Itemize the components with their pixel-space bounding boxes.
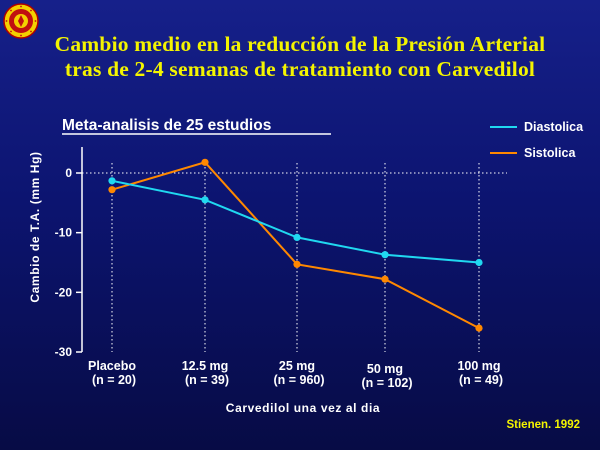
y-tick-label: -30 (55, 345, 73, 359)
x-category-count: (n = 49) (459, 373, 503, 387)
x-category-count: (n = 39) (185, 373, 229, 387)
data-point-diastolica (201, 196, 209, 204)
source-citation: Stienen. 1992 (506, 419, 580, 431)
slide-title: Cambio medio en la reducción de la Presi… (0, 32, 600, 82)
y-tick-label: -10 (55, 226, 73, 240)
legend: Diastolica Sistolica (490, 120, 584, 160)
data-point-sistolica (201, 158, 209, 166)
series-layer (108, 158, 483, 332)
data-point-sistolica (108, 186, 116, 194)
series-line-diastolica (111, 179, 480, 264)
legend-label-diastolica: Diastolica (524, 120, 584, 134)
series-line-sistolica (111, 161, 480, 329)
title-line-2: tras de 2-4 semanas de tratamiento con C… (64, 57, 536, 81)
data-point-sistolica (293, 260, 301, 268)
data-point-diastolica (475, 258, 483, 267)
grid-layer (82, 163, 507, 352)
y-tick-label: 0 (65, 166, 72, 180)
x-category-count: (n = 102) (361, 376, 412, 390)
data-point-diastolica (108, 177, 116, 185)
x-category-label: 25 mg (279, 359, 315, 373)
x-category-label: 12.5 mg (182, 359, 229, 373)
y-axis-label: Cambio de T.A. (mm Hg) (28, 151, 42, 302)
university-seal-logo (3, 3, 39, 39)
chart-subtitle: Meta-analisis de 25 estudios (62, 117, 271, 134)
data-point-diastolica (381, 251, 389, 259)
data-point-sistolica (475, 324, 483, 332)
axis-layer: 0 -10 -20 -30 Placebo(n = 20) 12.5 mg(n = 39)… (55, 147, 503, 390)
x-category-count: (n = 20) (92, 373, 136, 387)
title-line-1: Cambio medio en la reducción de la Presi… (54, 32, 546, 56)
x-category-label: 50 mg (367, 362, 403, 376)
y-tick-label: -20 (55, 285, 73, 299)
data-point-diastolica (293, 233, 301, 241)
x-category-label: 100 mg (457, 359, 500, 373)
legend-label-sistolica: Sistolica (524, 146, 576, 160)
x-category-count: (n = 960) (273, 373, 324, 387)
x-axis-label: Carvedilol una vez al dia (226, 401, 380, 415)
data-point-sistolica (381, 275, 389, 283)
x-category-label: Placebo (88, 359, 136, 373)
